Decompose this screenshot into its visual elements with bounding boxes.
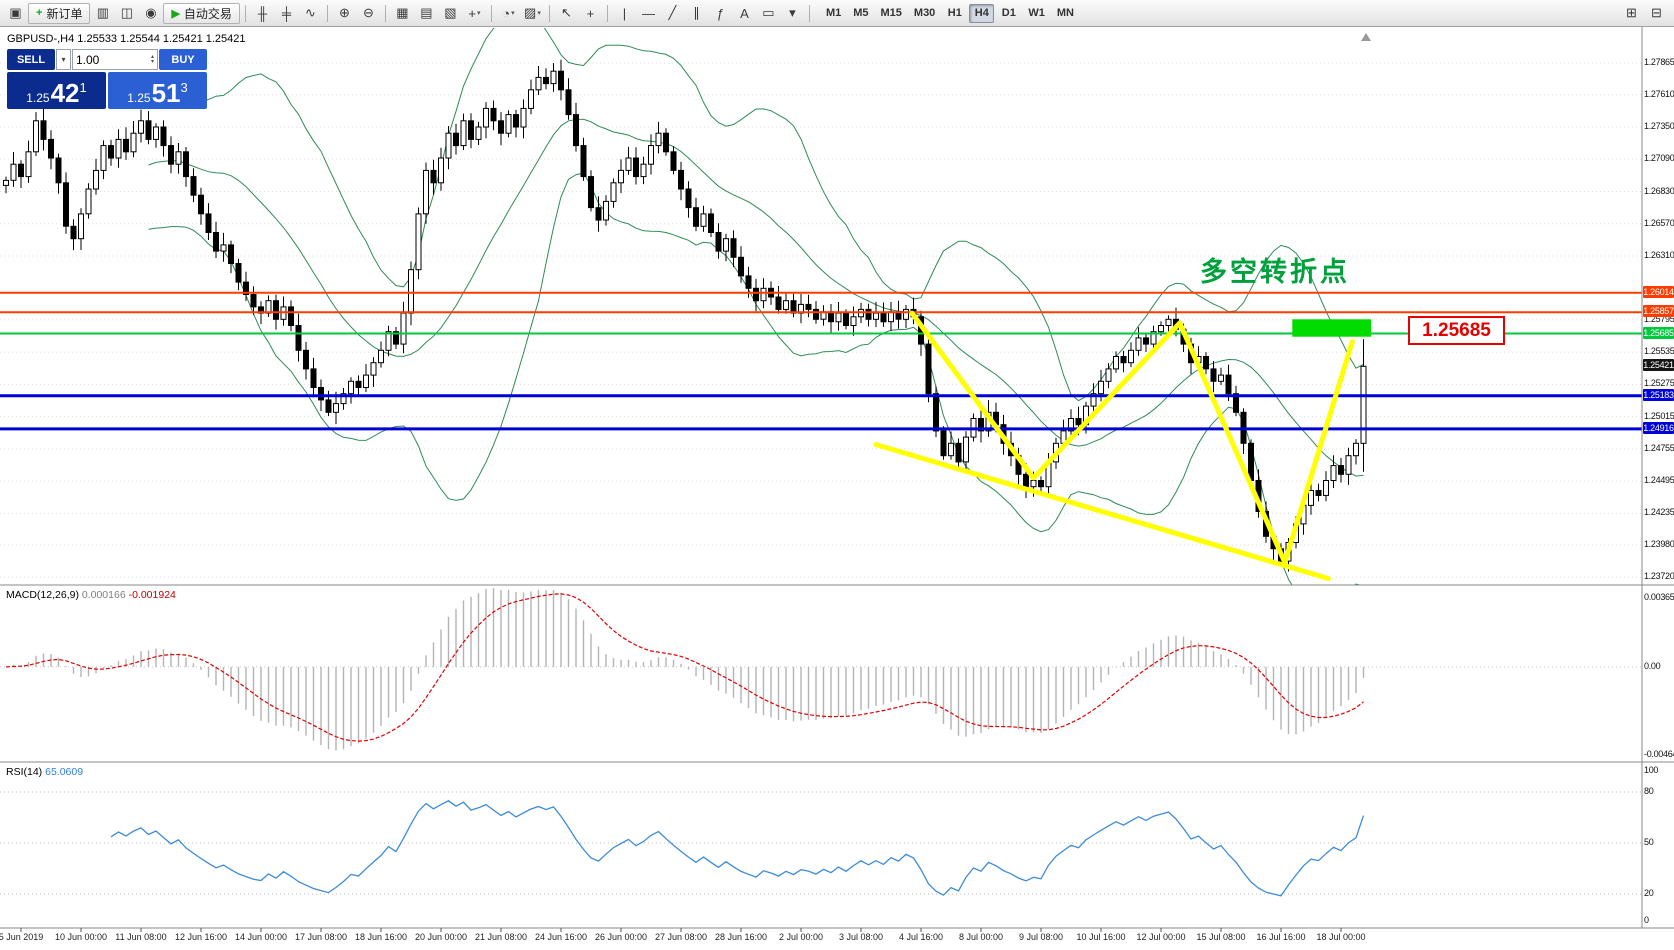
chevron-down-icon: ▾ [537,10,541,17]
add-indicator-icon[interactable]: + ▾ [468,5,481,21]
chart-shift-marker [1361,33,1371,41]
chart-list-icon[interactable]: ⊟ [1651,5,1662,20]
toolbar-separator [490,4,492,22]
timeframe-button-m1[interactable]: M1 [825,7,842,19]
price-callout-box: 1.25685 [1408,316,1505,345]
autotrading-button-label: 自动交易 [183,6,232,21]
chevron-down-icon: ▾ [511,10,515,17]
turning-point-annotation: 多空转折点 [1200,257,1350,287]
line-chart-icon[interactable]: ∿ [304,5,316,20]
new-order-button-label: 新订单 [46,6,83,21]
one-click-top-row: SELL ▾ 1.00 ▴ ▾ BUY [7,49,207,70]
trendline-2[interactable] [873,442,1331,581]
sell-price-pip: 1 [79,80,87,95]
toolbar-right-group: ⊞ ⊟ [1620,3,1670,24]
one-click-trading-panel: SELL ▾ 1.00 ▴ ▾ BUY 1.25 42 1 1.25 51 3 [7,49,207,109]
sell-button[interactable]: SELL [7,49,55,70]
order-type-dropdown[interactable]: ▾ [56,49,71,70]
toolbar-separator [244,4,246,22]
period-clock-icon[interactable]: ◔ ▾ [502,5,515,21]
horizontal-line-icon[interactable]: — [641,5,655,21]
volume-value: 1.00 [76,52,100,67]
timeframe-button-m15[interactable]: M15 [880,7,902,19]
toolbar-separator [384,4,386,22]
text-label-icon[interactable]: ▭ [762,5,775,20]
toolbar-separator [326,4,328,22]
sell-price-button[interactable]: 1.25 42 1 [7,72,106,109]
macd-signal-value: -0.001924 [128,589,176,601]
toolbar-separator [606,4,608,22]
rsi-panel [0,791,1642,897]
text-icon[interactable]: A [740,5,749,21]
timeframe-toolbar: M1 M5 M15 M30 H1 H4 D1 W1 MN [821,3,1079,23]
zoom-in-icon[interactable]: ⊕ [338,5,350,20]
buy-button[interactable]: BUY [159,49,207,70]
toolbar-separator [548,4,550,22]
tile-windows-icon[interactable]: ▦ [396,5,409,20]
templates-icon[interactable]: ▨ ▾ [524,5,541,20]
spinner-up-icon[interactable]: ▴ [150,53,154,60]
sell-price-main: 42 [50,78,80,108]
autotrading-button[interactable]: ▶ 自动交易 [163,2,240,24]
arrows-dropdown-icon[interactable]: ▾ [789,5,796,20]
spinner-down-icon[interactable]: ▾ [150,58,154,65]
crosshair-icon[interactable]: + [586,5,595,21]
macd-panel [0,588,1642,751]
timeframe-button-d1[interactable]: D1 [1001,7,1016,19]
zoom-out-icon[interactable]: ⊖ [362,5,374,20]
vertical-line-icon[interactable]: | [622,5,627,21]
rsi-name: RSI(14) [6,766,43,778]
rsi-value: 65.0609 [45,766,84,778]
main-price-panel [0,28,1642,585]
chart-window-icon[interactable]: ▣ [9,5,22,20]
new-order-icon: + [36,7,43,19]
trendline-1[interactable] [909,310,1355,565]
auto-arrange-icon[interactable]: ▤ [420,5,433,20]
symbol-ohlc-label: GBPUSD-,H4 1.25533 1.25544 1.25421 1.254… [7,33,246,45]
charts-grid-icon[interactable]: ▥ [96,5,110,20]
main-toolbar: ▣ + 新订单 ▥ ◫ ◉ ▶ 自动交易 ╫ ╪ ∿ ⊕ ⊖ ▦ ▤ ▧ + ▾ ◔ ▾ ▨ ▾ ↖ + | — ╱ ∥ ƒ A ▭ ▾ M1 M… [0,0,1674,27]
buy-price-button[interactable]: 1.25 51 3 [108,72,207,109]
one-click-price-row: 1.25 42 1 1.25 51 3 [7,72,207,109]
chevron-down-icon: ▾ [476,10,481,17]
toolbar-separator [808,4,810,22]
equidistant-channel-icon[interactable]: ∥ [693,5,700,20]
data-window-icon[interactable]: ◉ [145,5,157,20]
timeframe-button-w1[interactable]: W1 [1028,7,1045,19]
chart-shift-icon[interactable]: ▧ [444,5,457,20]
macd-indicator-label: MACD(12,26,9) 0.000166 -0.001924 [6,589,176,601]
timeframe-button-h4[interactable]: H4 [969,3,995,23]
green-zone-rectangle [1292,319,1372,337]
timeframe-button-h1[interactable]: H1 [947,7,962,19]
candlestick-chart-icon[interactable]: ╪ [281,5,292,21]
sell-price-prefix: 1.25 [26,91,50,105]
buy-price-main: 51 [151,78,181,108]
autotrading-play-icon: ▶ [171,7,180,20]
timeframe-button-m30[interactable]: M30 [913,7,936,19]
buy-price-prefix: 1.25 [127,91,151,105]
macd-main-value: 0.000166 [81,589,126,601]
macd-name: MACD(12,26,9) [6,589,79,601]
timeframe-button-mn[interactable]: MN [1056,7,1074,19]
volume-input[interactable]: 1.00 ▴ ▾ [72,49,158,70]
profiles-icon[interactable]: ◫ [120,5,134,20]
bar-chart-icon[interactable]: ╫ [257,5,268,21]
new-order-button[interactable]: + 新订单 [28,2,91,24]
chevron-down-icon: ▾ [61,55,66,64]
buy-price-pip: 3 [180,80,188,95]
volume-spinner[interactable]: ▴ ▾ [150,53,154,65]
timeframe-button-m5[interactable]: M5 [853,7,869,19]
trendline-icon[interactable]: ╱ [668,5,677,20]
cursor-icon[interactable]: ↖ [560,5,572,20]
fibonacci-icon[interactable]: ƒ [716,5,725,21]
rsi-indicator-label: RSI(14) 65.0609 [6,766,83,778]
zoom-window-icon[interactable]: ⊞ [1626,5,1637,20]
